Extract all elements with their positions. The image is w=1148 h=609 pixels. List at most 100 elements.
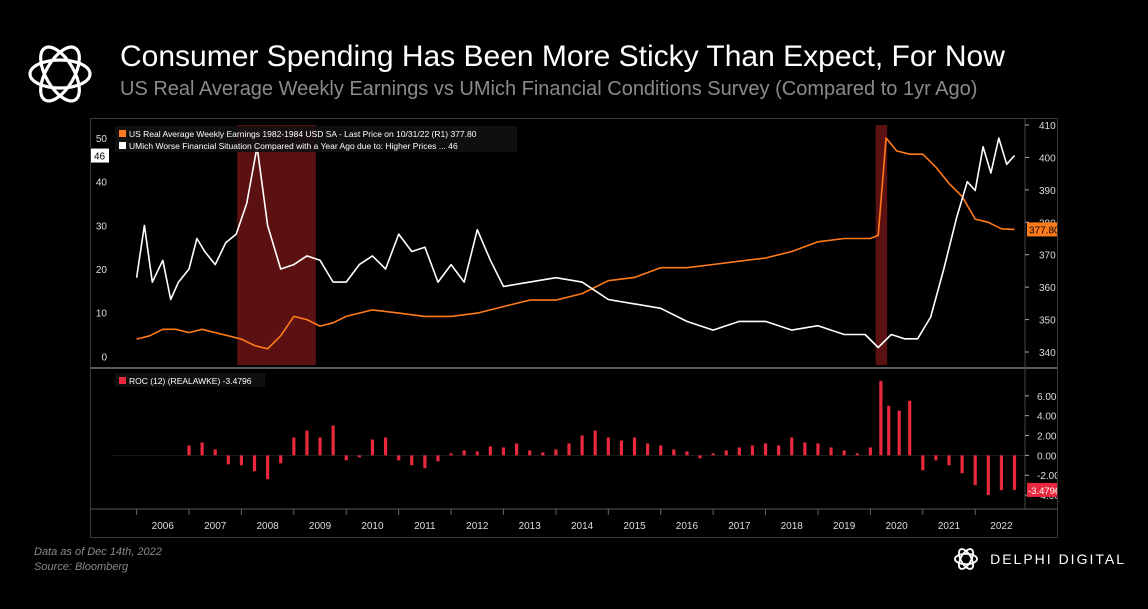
x-tick-label: 2020 xyxy=(885,521,908,532)
roc-bar xyxy=(305,430,309,456)
right-tick-label: 340 xyxy=(1039,348,1056,359)
left-tick-label: 20 xyxy=(96,265,108,276)
roc-bar xyxy=(187,445,191,456)
roc-tick-label: 4.00 xyxy=(1037,412,1057,423)
roc-bar xyxy=(934,455,938,461)
roc-bar xyxy=(541,452,545,456)
roc-bar xyxy=(436,455,440,462)
roc-bar xyxy=(226,455,230,465)
roc-bar xyxy=(698,455,702,459)
earnings-series-line xyxy=(136,137,1015,350)
roc-bar xyxy=(266,455,270,480)
x-axis: 2006 2007 2008 2009 2010 2011 2012 2013 2014 2015… xyxy=(91,508,1057,532)
roc-legend-swatch xyxy=(119,377,126,384)
right-tick-label: 370 xyxy=(1039,251,1056,262)
roc-bar xyxy=(921,455,925,471)
roc-last-value-box xyxy=(1027,482,1057,497)
roc-bar xyxy=(383,437,388,456)
roc-bar xyxy=(501,447,506,456)
roc-bar xyxy=(279,455,283,464)
roc-bar xyxy=(685,451,689,456)
roc-bar xyxy=(449,453,453,456)
roc-bar xyxy=(672,449,676,456)
umich-series-line xyxy=(135,137,1016,349)
roc-bar xyxy=(1012,455,1017,490)
delphi-brand-icon xyxy=(954,548,979,570)
chart-panel: 01020304050340350360370380390400410377.8… xyxy=(90,118,1060,538)
roc-bar xyxy=(659,445,663,456)
right-tick-label: 390 xyxy=(1039,186,1056,197)
roc-bar xyxy=(711,453,715,456)
roc-bar xyxy=(855,453,859,456)
roc-bar xyxy=(606,437,610,456)
roc-bar xyxy=(947,455,951,466)
legend-entry: US Real Average Weekly Earnings 1982-198… xyxy=(129,129,477,139)
x-tick-label: 2021 xyxy=(938,521,961,532)
x-tick-label: 2007 xyxy=(204,521,227,532)
roc-bar xyxy=(829,447,833,456)
top-panel: 01020304050340350360370380390400410377.8… xyxy=(91,119,1060,509)
roc-bar xyxy=(777,445,781,456)
roc-bar xyxy=(724,450,728,456)
x-tick-label: 2008 xyxy=(256,521,279,532)
roc-bar xyxy=(292,437,296,456)
roc-bar xyxy=(897,410,901,456)
legend-entry: UMich Worse Financial Situation Compared… xyxy=(129,141,458,151)
roc-bar xyxy=(567,443,571,456)
data-date-note: Data as of Dec 14th, 2022 xyxy=(34,546,162,558)
roc-bar xyxy=(737,447,741,456)
roc-bar xyxy=(554,449,558,456)
roc-bar xyxy=(842,450,846,456)
legend-background xyxy=(115,126,517,152)
roc-legend-entry: ROC (12) (REALAWKE) -3.4796 xyxy=(129,376,252,386)
left-tick-label: 50 xyxy=(96,134,108,145)
right-tick-label: 360 xyxy=(1039,283,1056,294)
roc-bar xyxy=(252,455,257,472)
x-tick-label: 2018 xyxy=(781,521,804,532)
roc-bar xyxy=(239,455,244,466)
page-subtitle: US Real Average Weekly Earnings vs UMich… xyxy=(120,78,978,100)
roc-bar xyxy=(200,442,204,456)
roc-bar xyxy=(619,440,624,456)
earnings-last-value-label: 377.80 xyxy=(1029,225,1057,236)
left-tick-label: 0 xyxy=(101,352,107,363)
roc-bar xyxy=(868,447,872,456)
x-tick-label: 2014 xyxy=(571,521,594,532)
page-title: Consumer Spending Has Been More Sticky T… xyxy=(120,40,1005,73)
x-tick-label: 2015 xyxy=(623,521,646,532)
brand: DELPHI DIGITAL xyxy=(952,545,1126,573)
legend-swatch xyxy=(119,142,126,149)
roc-bar xyxy=(973,455,977,486)
roc-bar xyxy=(331,425,335,456)
roc-bar xyxy=(357,455,361,458)
roc-tick-label: 0.00 xyxy=(1037,451,1057,462)
roc-tick-label: 2.00 xyxy=(1037,432,1057,443)
recession-band xyxy=(875,125,888,365)
roc-bar xyxy=(344,455,348,461)
legend-swatch xyxy=(119,130,126,137)
roc-bar xyxy=(887,405,891,456)
right-tick-label: 400 xyxy=(1039,153,1056,164)
umich-last-value-box xyxy=(91,148,109,163)
recession-band xyxy=(237,125,316,365)
roc-bar xyxy=(514,443,519,456)
roc-bar xyxy=(960,455,964,474)
earnings-last-value-box xyxy=(1027,222,1057,237)
delphi-logo-icon xyxy=(28,45,92,103)
left-tick-label: 30 xyxy=(96,221,108,232)
x-tick-label: 2017 xyxy=(728,521,751,532)
roc-legend-background xyxy=(115,373,265,387)
x-tick-label: 2013 xyxy=(519,521,542,532)
x-tick-label: 2019 xyxy=(833,521,856,532)
roc-bar xyxy=(580,435,584,456)
right-tick-label: 350 xyxy=(1039,316,1056,327)
roc-bar xyxy=(462,450,466,456)
umich-last-value-label: 46 xyxy=(94,152,106,163)
roc-bar xyxy=(593,430,597,456)
roc-last-value-label: -3.4796 xyxy=(1028,486,1057,497)
roc-bar xyxy=(475,451,479,456)
roc-bar xyxy=(423,455,427,469)
x-tick-label: 2006 xyxy=(152,521,175,532)
roc-bar xyxy=(318,437,322,456)
roc-bar xyxy=(790,437,794,456)
